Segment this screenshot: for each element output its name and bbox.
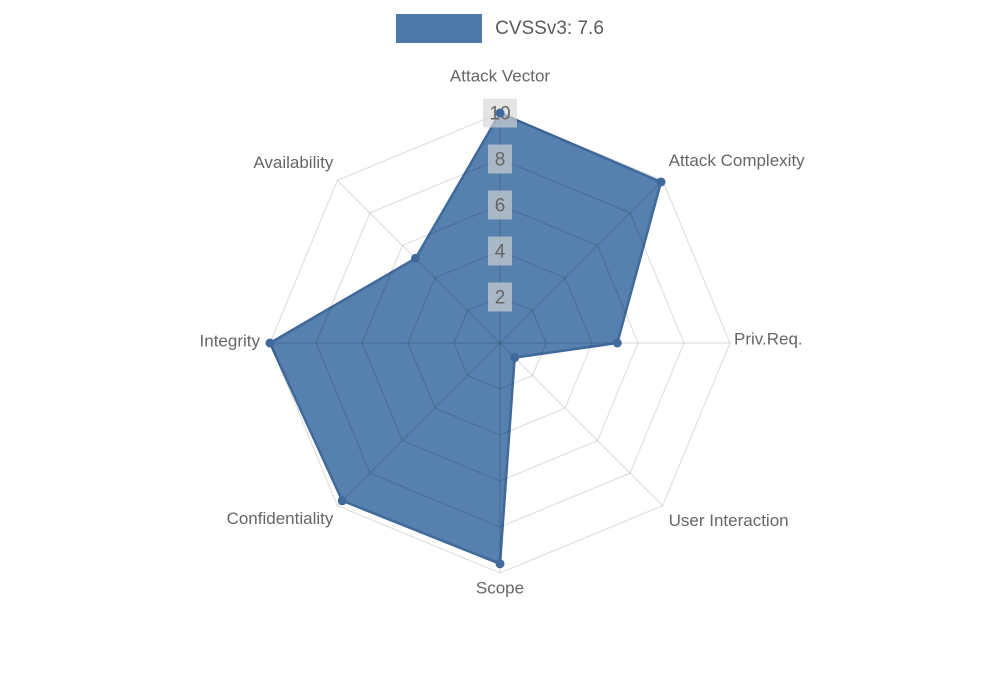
tick-label: 4 (495, 242, 506, 263)
data-point[interactable] (410, 253, 420, 263)
tick-label: 8 (495, 150, 506, 171)
data-polygon (268, 111, 663, 566)
axis-label-scope: Scope (476, 579, 524, 598)
axis-label-priv-req: Priv.Req. (734, 330, 803, 349)
tick-label: 6 (495, 196, 506, 217)
angle-spoke (336, 179, 501, 344)
data-point[interactable] (265, 338, 275, 348)
grid-ring (361, 204, 639, 482)
tick-label: 2 (495, 288, 506, 309)
grid-ring (407, 250, 593, 436)
chart-legend[interactable]: CVSSv3: 7.6 (0, 14, 1000, 43)
axis-label-attack-complexity: Attack Complexity (669, 151, 806, 170)
angle-spoke (499, 179, 664, 344)
legend-swatch-icon (396, 14, 483, 43)
tick-backdrop (488, 190, 512, 220)
tick-backdrop (488, 282, 512, 312)
axis-label-attack-vector: Attack Vector (450, 67, 550, 86)
angle-spoke (499, 342, 664, 507)
data-point[interactable] (656, 177, 666, 187)
grid-ring (315, 158, 685, 528)
data-point[interactable] (495, 559, 505, 569)
angle-spoke (336, 342, 501, 507)
data-point[interactable] (337, 496, 347, 506)
legend-label: CVSSv3: 7.6 (495, 18, 604, 39)
tick-backdrop (488, 236, 512, 266)
grid-ring (269, 112, 731, 574)
data-point[interactable] (612, 338, 622, 348)
tick-backdrop (488, 144, 512, 174)
data-point[interactable] (495, 108, 505, 118)
data-point[interactable] (510, 353, 520, 363)
axis-label-user-interaction: User Interaction (669, 511, 789, 530)
axis-label-availability: Availability (253, 153, 334, 172)
grid-ring (453, 296, 547, 390)
axis-label-integrity: Integrity (200, 332, 261, 351)
axis-label-confidentiality: Confidentiality (227, 509, 334, 528)
